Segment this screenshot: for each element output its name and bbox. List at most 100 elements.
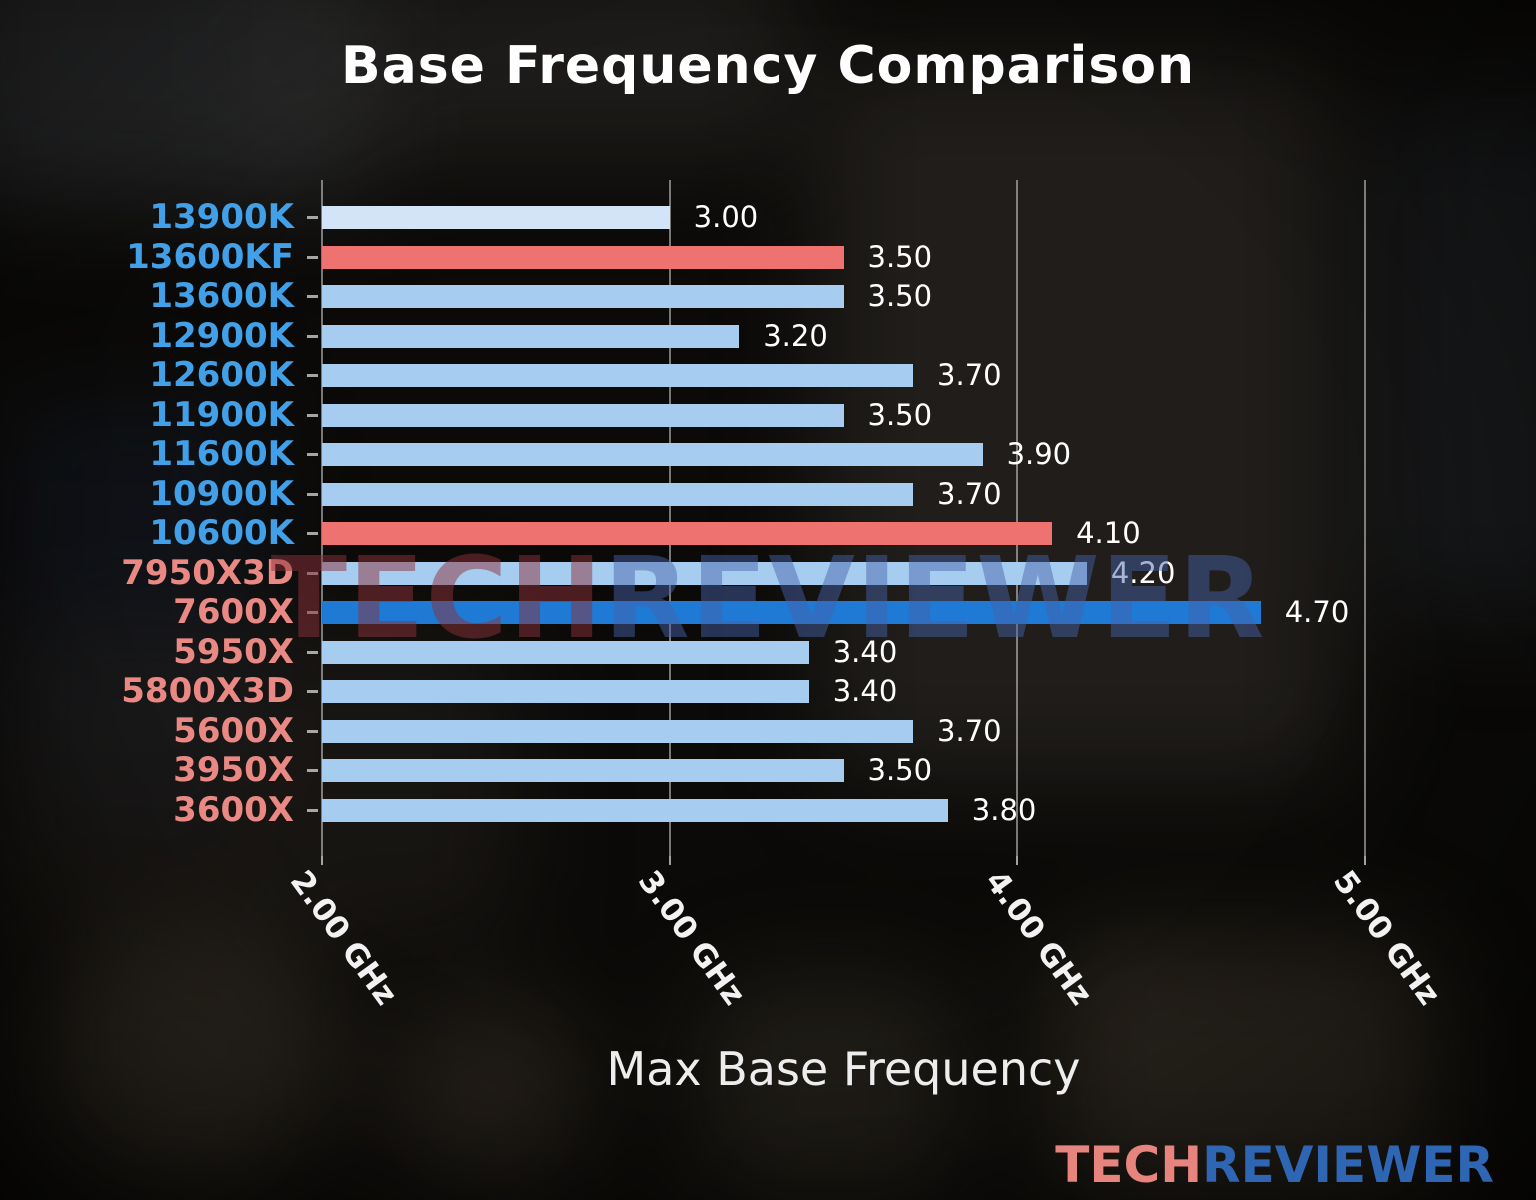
category-label: 5800X3D xyxy=(121,671,294,711)
bar xyxy=(322,364,914,388)
value-label: 3.00 xyxy=(693,200,759,234)
background-blob xyxy=(1380,100,1536,620)
logo-reviewer: REVIEWER xyxy=(1202,1136,1494,1194)
category-label: 7600X xyxy=(173,592,294,632)
y-axis-tick xyxy=(307,295,318,299)
category-label: 5950X xyxy=(173,631,294,672)
category-label: 13900K xyxy=(149,197,294,237)
bar xyxy=(322,482,914,506)
y-axis-tick xyxy=(307,650,318,654)
bar xyxy=(322,561,1087,585)
bar-row: 13600K 3.50 xyxy=(0,276,1536,317)
value-label: 3.50 xyxy=(867,239,933,274)
y-axis-tick xyxy=(307,334,318,338)
value-label: 3.80 xyxy=(971,792,1037,827)
value-label: 3.50 xyxy=(867,753,933,787)
x-axis-tick xyxy=(1364,856,1366,865)
chart-title: Base Frequency Comparison xyxy=(340,36,1196,96)
background-blob xyxy=(1050,940,1440,1190)
bar xyxy=(322,285,844,309)
bar-row: 10600K 4.10 xyxy=(0,513,1536,554)
bar-row: 12600K 3.70 xyxy=(0,355,1536,396)
y-axis-tick xyxy=(307,769,318,773)
value-label: 3.70 xyxy=(937,476,1002,511)
value-label: 3.50 xyxy=(867,279,933,313)
y-axis-tick xyxy=(307,532,318,536)
category-label: 5600X xyxy=(173,710,294,751)
bar-row: 12900K 3.20 xyxy=(0,315,1536,357)
category-label: 3600X xyxy=(173,789,294,830)
value-label: 3.20 xyxy=(763,318,828,353)
y-axis-tick xyxy=(307,255,318,259)
background-blob xyxy=(380,1000,590,1180)
bar-row: 13900K 3.00 xyxy=(0,197,1536,238)
category-label: 11600K xyxy=(149,434,294,474)
bar xyxy=(322,759,844,783)
bar xyxy=(322,443,983,467)
bar-row: 5600X 3.70 xyxy=(0,710,1536,752)
x-axis-title: Max Base Frequency xyxy=(606,1042,1081,1096)
bar xyxy=(322,245,844,269)
background-blob xyxy=(700,980,960,1190)
bar-row: 13600KF 3.50 xyxy=(0,236,1536,278)
bar xyxy=(322,522,1053,546)
background-blob xyxy=(40,920,340,1180)
x-tick-label: 4.00 GHz xyxy=(978,864,1100,1012)
y-axis-tick xyxy=(307,571,318,575)
category-label: 7950X3D xyxy=(121,552,294,593)
category-label: 13600KF xyxy=(126,236,294,277)
value-label: 3.40 xyxy=(832,674,898,708)
y-axis-tick xyxy=(307,492,318,496)
y-axis-tick xyxy=(307,453,318,457)
value-label: 3.70 xyxy=(937,358,1002,392)
bar-row: 7600X 4.70 xyxy=(0,592,1536,633)
bar xyxy=(322,798,948,822)
y-axis-tick xyxy=(307,611,318,615)
gridline xyxy=(321,180,323,856)
category-label: 11900K xyxy=(149,394,294,435)
bar xyxy=(322,403,844,427)
x-tick-label: 3.00 GHz xyxy=(630,864,752,1012)
x-tick-label: 2.00 GHz xyxy=(282,864,405,1012)
x-tick-label: 5.00 GHz xyxy=(1325,864,1448,1012)
bar-row: 7950X3D 4.20 xyxy=(0,552,1536,594)
bar xyxy=(322,324,740,348)
bar xyxy=(322,719,914,743)
category-label: 3950X xyxy=(173,750,294,790)
y-axis-tick xyxy=(307,808,318,812)
x-axis-tick xyxy=(321,856,323,865)
bar xyxy=(322,640,809,664)
value-label: 4.70 xyxy=(1284,595,1350,629)
category-label: 13600K xyxy=(149,276,294,316)
category-label: 10900K xyxy=(149,473,294,514)
logo-tech: TECH xyxy=(1055,1136,1203,1194)
y-axis-tick xyxy=(307,413,318,417)
y-axis-tick xyxy=(307,690,318,694)
bar-row: 11900K 3.50 xyxy=(0,394,1536,436)
value-label: 4.10 xyxy=(1076,516,1141,550)
bar xyxy=(322,680,809,704)
y-axis-tick xyxy=(307,374,318,378)
value-label: 3.70 xyxy=(937,713,1002,748)
bar xyxy=(322,206,670,230)
gridline xyxy=(1016,180,1019,856)
bar-row: 3600X 3.80 xyxy=(0,789,1536,831)
bar-row: 10900K 3.70 xyxy=(0,473,1536,515)
background-blob xyxy=(240,0,800,160)
value-label: 4.20 xyxy=(1110,555,1176,590)
bar xyxy=(322,601,1261,625)
bar-row: 11600K 3.90 xyxy=(0,434,1536,475)
value-label: 3.90 xyxy=(1006,437,1072,471)
category-label: 12900K xyxy=(149,315,294,356)
category-label: 12600K xyxy=(149,355,294,395)
y-axis-tick xyxy=(307,729,318,733)
gridline xyxy=(1364,180,1366,856)
techreviewer-logo: TECHREVIEWER xyxy=(1055,1136,1494,1194)
gridline xyxy=(668,180,671,856)
bar-row: 3950X 3.50 xyxy=(0,750,1536,791)
category-label: 10600K xyxy=(149,513,294,553)
value-label: 3.40 xyxy=(832,634,898,669)
